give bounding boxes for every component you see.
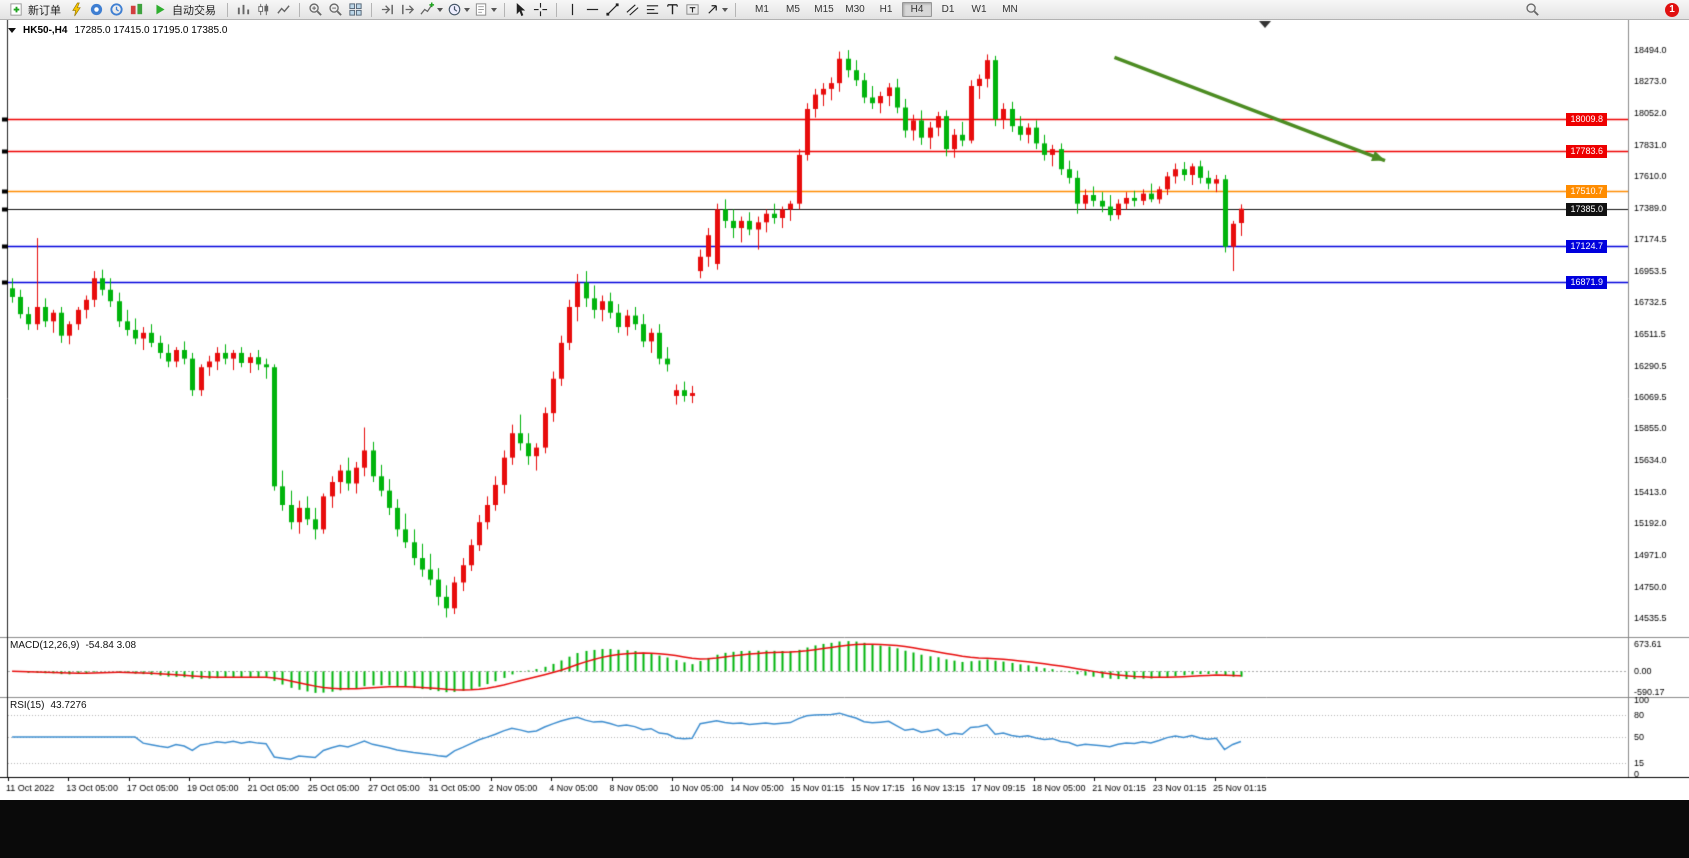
timeframe-w1[interactable]: W1 (971, 4, 987, 15)
toolbar-separator (371, 2, 372, 17)
price-line-badge: 18009.8 (1566, 113, 1607, 127)
navigator-icon[interactable] (108, 1, 125, 18)
bottom-bar (0, 800, 1689, 858)
timeframe-h4[interactable]: H4 (902, 2, 932, 17)
channel-icon[interactable] (624, 1, 641, 18)
dropdown-caret-icon (464, 7, 470, 12)
templates-dropdown[interactable] (473, 1, 497, 18)
templates-icon (473, 1, 490, 18)
terminal-icon[interactable] (88, 1, 105, 18)
symbol-timeframe-label: HK50-,H4 (23, 25, 68, 36)
tile-windows-icon[interactable] (347, 1, 364, 18)
fibonacci-icon[interactable] (644, 1, 661, 18)
macd-name: MACD(12,26,9) (10, 640, 80, 651)
macd-values: -54.84 3.08 (85, 640, 137, 651)
rsi-indicator-label: RSI(15) 43.7276 (10, 700, 87, 711)
auto-trading-play-icon (152, 1, 169, 18)
price-line-badge: 17385.0 (1566, 202, 1607, 216)
dropdown-caret-icon (491, 7, 497, 12)
periods-dropdown[interactable] (446, 1, 470, 18)
timeframe-m30[interactable]: M30 (845, 4, 865, 15)
candlestick-icon[interactable] (255, 1, 272, 18)
rsi-value: 43.7276 (50, 700, 87, 711)
chart-title: HK50-,H4 17285.0 17415.0 17195.0 17385.0 (8, 25, 227, 36)
chart-panel: HK50-,H4 17285.0 17415.0 17195.0 17385.0… (0, 20, 1689, 800)
arrows-dropdown[interactable] (704, 1, 728, 18)
vertical-line-icon[interactable] (564, 1, 581, 18)
rsi-name: RSI(15) (10, 700, 45, 711)
text-icon[interactable] (664, 1, 681, 18)
dropdown-caret-icon (437, 7, 443, 12)
new-order-label: 新订单 (28, 4, 61, 17)
toolbar-separator (504, 2, 505, 17)
one-click-trading-arrow[interactable] (8, 28, 16, 33)
new-order-button[interactable]: 新订单 (4, 1, 65, 19)
timeframe-m5[interactable]: M5 (786, 4, 800, 15)
search-icon[interactable] (1524, 1, 1541, 18)
zoom-out-icon[interactable] (327, 1, 344, 18)
market-watch-icon[interactable] (128, 1, 145, 18)
arrows-icon (704, 1, 721, 18)
toolbar: 新订单 自动交易 (0, 0, 1689, 20)
new-order-icon (8, 1, 25, 18)
notification-badge[interactable]: 1 (1665, 2, 1679, 17)
auto-scroll-icon[interactable] (379, 1, 396, 18)
zoom-in-icon[interactable] (307, 1, 324, 18)
chart-canvas[interactable] (0, 20, 1689, 800)
price-line-badge: 17510.7 (1566, 184, 1607, 198)
trendline-icon[interactable] (604, 1, 621, 18)
lightning-icon[interactable] (68, 1, 85, 18)
toolbar-separator (556, 2, 557, 17)
auto-trading-button[interactable]: 自动交易 (148, 1, 220, 19)
timeframe-h1[interactable]: H1 (879, 4, 893, 15)
toolbar-separator (735, 2, 736, 17)
timeframe-m1[interactable]: M1 (755, 4, 769, 15)
toolbar-separator (227, 2, 228, 17)
macd-indicator-label: MACD(12,26,9) -54.84 3.08 (10, 640, 136, 651)
line-chart-icon[interactable] (275, 1, 292, 18)
price-line-badge: 17783.6 (1566, 145, 1607, 159)
dropdown-caret-icon (722, 7, 728, 12)
cursor-icon[interactable] (512, 1, 529, 18)
label-icon[interactable] (684, 1, 701, 18)
timeframe-m15[interactable]: M15 (814, 4, 834, 15)
indicators-icon (419, 1, 436, 18)
periods-icon (446, 1, 463, 18)
timeframe-d1[interactable]: D1 (941, 4, 955, 15)
toolbar-separator (299, 2, 300, 17)
horizontal-line-icon[interactable] (584, 1, 601, 18)
indicators-dropdown[interactable] (419, 1, 443, 18)
price-line-badge: 17124.7 (1566, 240, 1607, 254)
crosshair-icon[interactable] (532, 1, 549, 18)
timeframe-buttons: M1 M5 M15 M30 H1 H4 D1 W1 MN (747, 2, 1025, 17)
chart-shift-icon[interactable] (399, 1, 416, 18)
timeframe-mn[interactable]: MN (1002, 4, 1018, 15)
auto-trading-label: 自动交易 (172, 4, 216, 17)
ohlc-values: 17285.0 17415.0 17195.0 17385.0 (74, 25, 228, 36)
bar-chart-icon[interactable] (235, 1, 252, 18)
price-line-badge: 16871.9 (1566, 276, 1607, 290)
